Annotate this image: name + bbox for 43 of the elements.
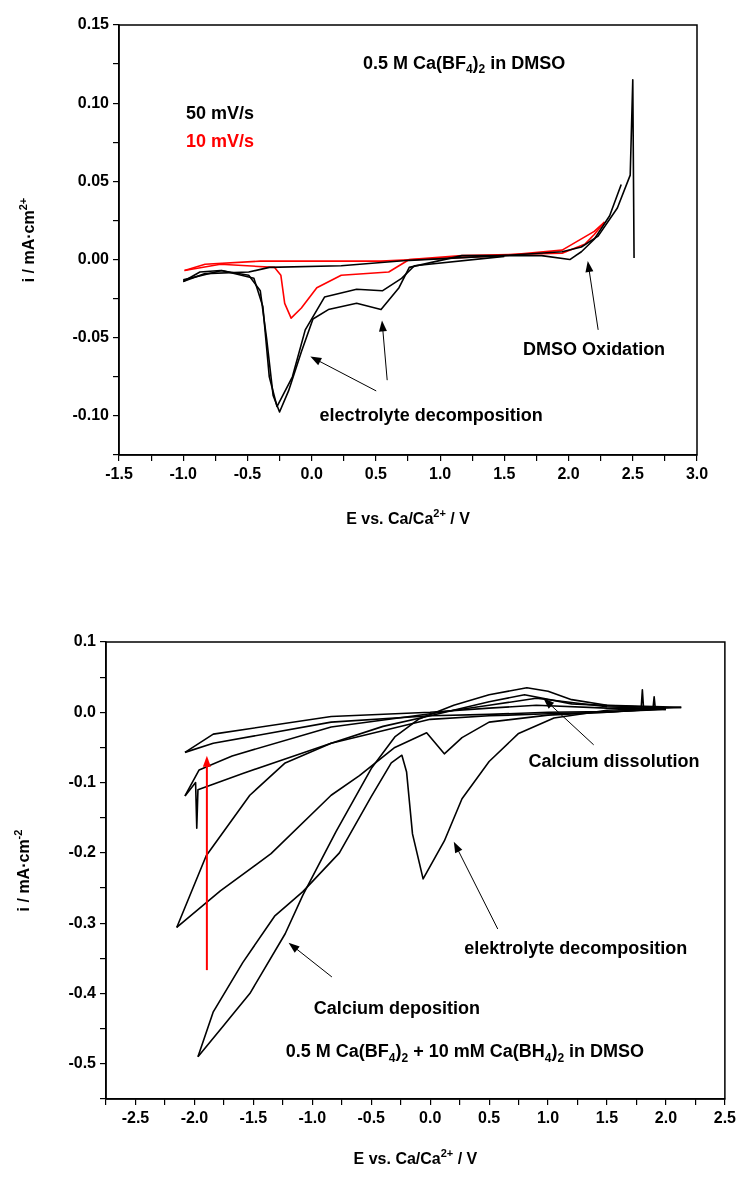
y-axis-title: i / mA·cm-2	[11, 829, 33, 912]
x-tick-label: 0.0	[300, 465, 323, 483]
y-tick-label: -0.10	[72, 406, 110, 424]
y-tick-label: -0.3	[68, 913, 97, 931]
y-tick-label: 0.00	[77, 249, 110, 267]
x-tick-label: 0.0	[419, 1109, 442, 1127]
y-tick-label: -0.4	[68, 983, 97, 1001]
annotation: Calcium dissolution	[528, 751, 700, 772]
y-tick-label: 0.05	[77, 171, 110, 189]
annotation: elektrolyte decomposition	[464, 938, 688, 959]
y-axis-title: i / mA·cm2+	[16, 197, 38, 283]
x-tick-label: 0.5	[364, 465, 388, 483]
y-tick-label: 0.15	[77, 15, 110, 33]
y-tick-label: 0.10	[77, 93, 110, 111]
y-tick-label: 0.1	[73, 632, 97, 650]
x-tick-label: 1.0	[536, 1109, 560, 1127]
annotation: DMSO Oxidation	[523, 339, 666, 360]
y-tick-label: -0.05	[72, 328, 110, 346]
x-tick-label: 3.0	[685, 465, 709, 483]
text: 10 mV/s	[186, 130, 255, 151]
x-tick-label: 1.5	[595, 1109, 619, 1127]
x-tick-label: -1.5	[239, 1109, 268, 1127]
y-tick-label: -0.2	[68, 843, 97, 861]
x-tick-label: -1.0	[169, 465, 198, 483]
x-tick-label: 1.5	[493, 465, 516, 483]
x-tick-label: -2.5	[121, 1109, 150, 1127]
x-tick-label: -0.5	[233, 465, 262, 483]
text: 50 mV/s	[186, 102, 255, 123]
y-tick-label: -0.1	[68, 773, 97, 791]
y-tick-label: -0.5	[68, 1054, 97, 1072]
x-tick-label: -1.0	[298, 1109, 327, 1127]
annotation: electrolyte decomposition	[319, 405, 543, 426]
x-tick-label: 2.0	[557, 465, 580, 483]
x-tick-label: 2.5	[713, 1109, 737, 1127]
x-tick-label: 0.5	[477, 1109, 501, 1127]
x-tick-label: 2.5	[621, 465, 644, 483]
x-tick-label: 2.0	[654, 1109, 678, 1127]
x-tick-label: 1.0	[428, 465, 452, 483]
annotation: Calcium deposition	[313, 997, 480, 1018]
x-tick-label: -0.5	[357, 1109, 386, 1127]
x-tick-label: -1.5	[105, 465, 133, 483]
y-tick-label: 0.0	[73, 702, 97, 720]
x-tick-label: -2.0	[180, 1109, 209, 1127]
